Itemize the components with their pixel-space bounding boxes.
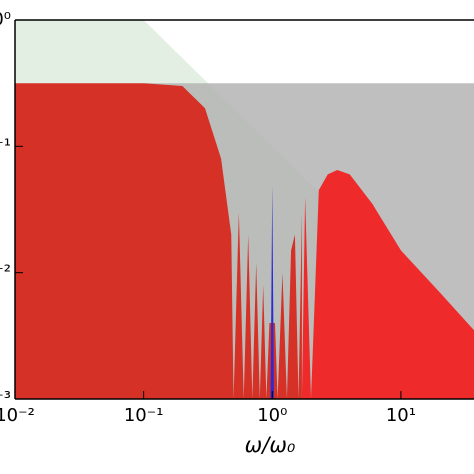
area [15,83,302,399]
x-tick-label: 10⁻¹ [124,405,164,426]
y-tick-label: 10⁻¹ [0,135,11,156]
x-tick-label: 10⁰ [257,405,287,426]
x-tick-label: 10¹ [386,405,416,426]
y-tick-label: 10⁰ [0,9,11,30]
y-tick-label: 10⁻³ [0,388,11,409]
y-tick-label: 10⁻² [0,262,11,283]
area [270,184,274,399]
x-axis-title: ω/ω₀ [245,433,296,457]
x-tick-label: 10⁻² [0,405,35,426]
area [301,169,474,399]
